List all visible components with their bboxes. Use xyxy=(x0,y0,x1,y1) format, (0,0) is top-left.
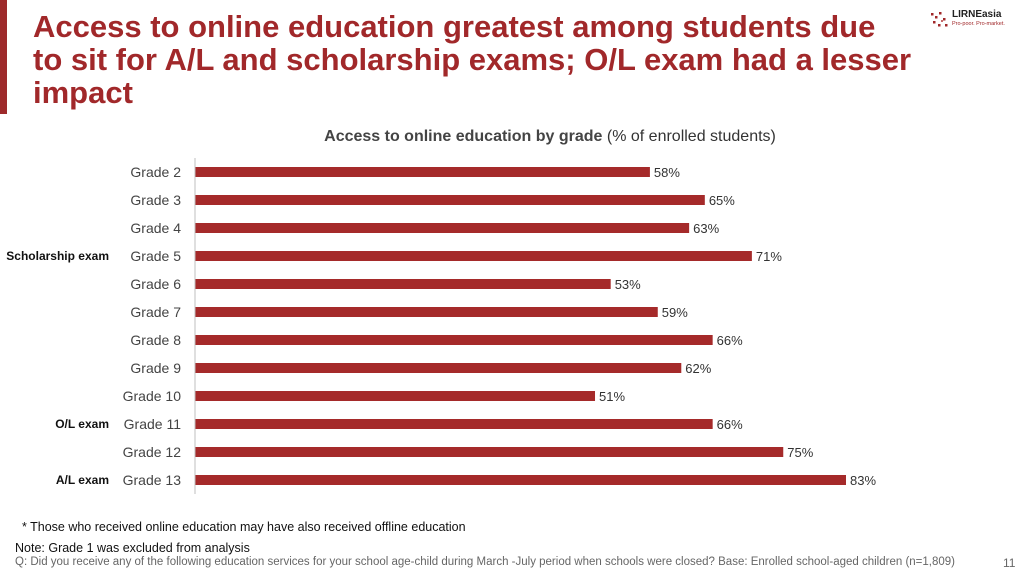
category-label: Grade 6 xyxy=(130,276,181,292)
bar-grade-10 xyxy=(195,391,596,401)
value-label: 71% xyxy=(756,249,782,264)
lirneasia-logo: LIRNEasia Pro-poor. Pro-market. xyxy=(930,8,1020,34)
bar-grade-3 xyxy=(195,195,705,205)
page-number: 11 xyxy=(1003,556,1016,570)
group-label-a-l-exam: A/L exam xyxy=(56,473,109,487)
group-label-o-l-exam: O/L exam xyxy=(55,417,109,431)
question-text: Q: Did you receive any of the following … xyxy=(15,556,955,568)
value-label: 66% xyxy=(717,417,743,432)
logo-mark-icon xyxy=(931,12,948,27)
value-label: 62% xyxy=(685,361,711,376)
logo-tagline: Pro-poor. Pro-market. xyxy=(952,21,1005,27)
bar-grade-4 xyxy=(195,223,690,233)
value-label: 66% xyxy=(717,333,743,348)
slide-title: Access to online education greatest amon… xyxy=(33,9,912,110)
category-label: Grade 11 xyxy=(124,416,182,432)
bar-grade-5 xyxy=(195,251,752,261)
bar-grade-11 xyxy=(195,419,713,429)
chart-title: Access to online education by grade (% o… xyxy=(0,128,1024,146)
bar-grade-12 xyxy=(195,447,784,457)
value-label: 58% xyxy=(654,165,680,180)
bar-grade-2 xyxy=(195,167,650,177)
value-label: 51% xyxy=(599,389,625,404)
logo-name: LIRNEasia xyxy=(952,9,1002,20)
category-label: Grade 13 xyxy=(123,472,182,488)
value-label: 83% xyxy=(850,473,876,488)
category-label: Grade 3 xyxy=(130,192,181,208)
category-label: Grade 5 xyxy=(130,248,181,264)
value-label: 53% xyxy=(615,277,641,292)
footnote: * Those who received online education ma… xyxy=(22,520,466,534)
value-label: 63% xyxy=(693,221,719,236)
bar-grade-7 xyxy=(195,307,658,317)
group-label-scholarship-exam: Scholarship exam xyxy=(6,249,109,263)
accent-bar xyxy=(0,0,7,114)
category-label: Grade 10 xyxy=(123,388,182,404)
category-label: Grade 7 xyxy=(130,304,181,320)
chart-title-rest: (% of enrolled students) xyxy=(602,128,776,145)
bar-chart: Grade 2 58% Grade 3 65% Grade 4 63% Grade 5 71%… xyxy=(6,158,876,494)
category-label: Grade 12 xyxy=(123,444,182,460)
bar-grade-8 xyxy=(195,335,713,345)
value-label: 59% xyxy=(662,305,688,320)
note: Note: Grade 1 was excluded from analysis xyxy=(15,541,250,555)
category-label: Grade 9 xyxy=(130,360,181,376)
value-label: 75% xyxy=(787,445,813,460)
category-label: Grade 8 xyxy=(130,332,181,348)
value-label: 65% xyxy=(709,193,735,208)
bar-grade-13 xyxy=(195,475,846,485)
bar-grade-6 xyxy=(195,279,611,289)
category-label: Grade 2 xyxy=(130,164,181,180)
bar-grade-9 xyxy=(195,363,682,373)
chart-title-bold: Access to online education by grade xyxy=(324,128,603,145)
category-label: Grade 4 xyxy=(130,220,181,236)
